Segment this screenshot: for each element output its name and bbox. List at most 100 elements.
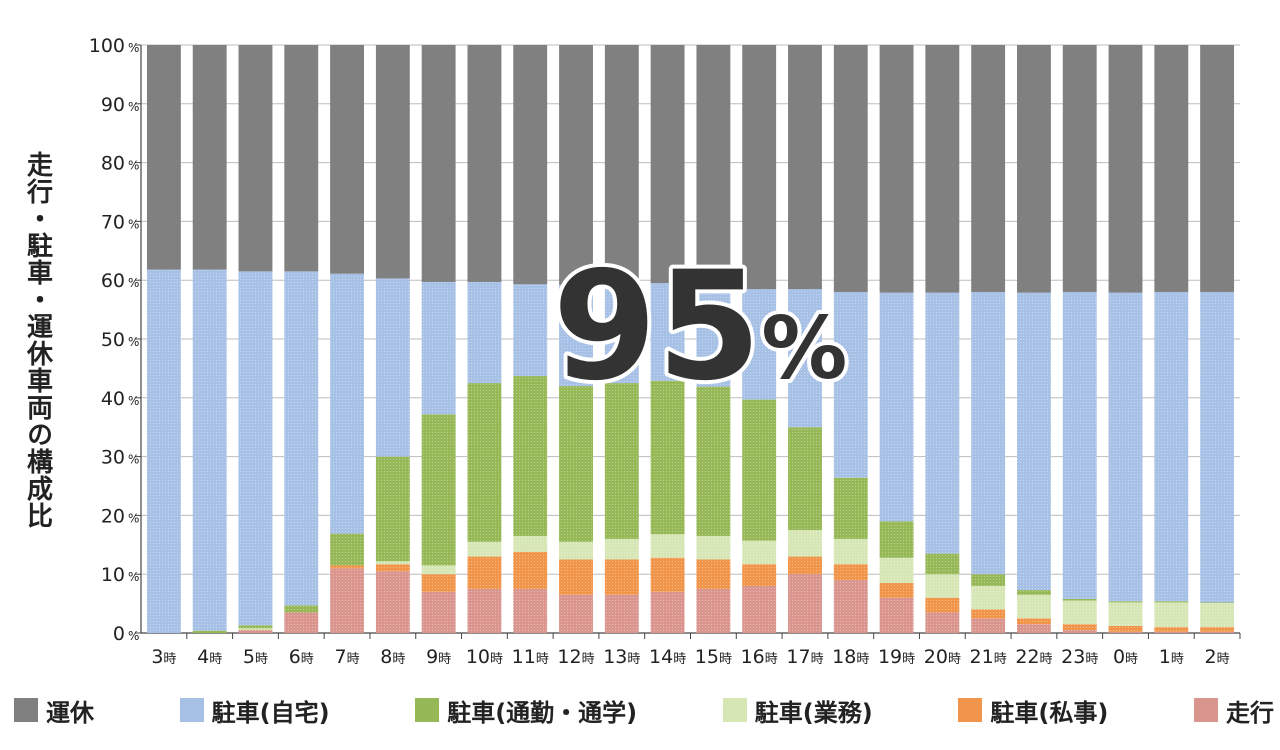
bar-segment: [742, 540, 777, 565]
bar-segment: [1062, 598, 1097, 601]
bar-segment: [513, 588, 548, 633]
bar-segment: [788, 530, 822, 557]
bar-segment: [375, 561, 410, 565]
bar-segment: [1154, 602, 1189, 628]
bar-segment: [604, 283, 639, 384]
legend-label: 駐車(業務): [754, 698, 873, 727]
y-tick-label: 50: [101, 329, 125, 351]
legend-swatch: [14, 698, 38, 722]
bar-segment: [330, 273, 365, 534]
bar-segment: [375, 278, 410, 457]
bar-segment: [1062, 291, 1097, 599]
bar-segment: [879, 557, 914, 584]
x-tick-label: 22時: [1015, 646, 1052, 668]
x-tick-label: 0時: [1113, 646, 1138, 668]
bar-segment: [742, 45, 777, 290]
bar-segment: [696, 45, 731, 287]
bar-segment: [879, 292, 914, 522]
bar-segment: [925, 292, 960, 554]
bar-segment: [742, 585, 777, 633]
bar-segment: [238, 45, 273, 272]
bar-segment: [650, 591, 685, 633]
bar-segment: [833, 477, 868, 539]
bar-segment: [1154, 601, 1189, 603]
x-tick-label: 2時: [1205, 646, 1230, 668]
legend-item: 駐車(通勤・通学): [415, 693, 637, 728]
bar-segment: [604, 538, 639, 560]
bar-segment: [1154, 627, 1189, 632]
bar-segment: [742, 564, 777, 586]
y-tick-label: 40: [101, 388, 125, 410]
bar-segment: [1154, 291, 1189, 602]
bar-segment: [1200, 603, 1235, 628]
x-tick-label: 13時: [603, 646, 640, 668]
y-tick-label: 100: [89, 35, 125, 57]
y-tick-unit: %: [128, 394, 139, 408]
x-tick-label: 6時: [289, 646, 314, 668]
bar-segment: [788, 556, 822, 575]
legend-item: 駐車(業務): [722, 693, 873, 728]
bar-segment: [467, 281, 502, 384]
x-tick-label: 16時: [741, 646, 778, 668]
bar-segment: [467, 383, 502, 542]
bar-segment: [513, 45, 548, 285]
bar-segment: [696, 559, 731, 589]
bar-segment: [375, 456, 410, 562]
bar-segment: [146, 269, 181, 633]
y-tick-unit: %: [128, 570, 139, 584]
annotation-95-percent: 95%: [553, 240, 848, 414]
bar-segment: [559, 541, 593, 560]
x-tick-label: 1時: [1159, 646, 1184, 668]
bar-segment: [971, 585, 1006, 610]
bar-segment: [559, 284, 593, 387]
bar-segment: [1154, 631, 1189, 633]
bar-segment: [604, 383, 639, 539]
y-tick-unit: %: [128, 335, 139, 349]
x-tick-label: 11時: [512, 646, 549, 668]
y-tick-unit: %: [128, 159, 139, 173]
bar-segment: [971, 618, 1006, 633]
legend-label: 駐車(自宅): [211, 698, 330, 727]
legend-label: 駐車(私事): [990, 698, 1109, 727]
bar-segment: [650, 534, 685, 558]
bar-segment: [1200, 45, 1235, 292]
bar-segment: [879, 45, 914, 293]
legend: 運休 駐車(自宅) 駐車(通勤・通学) 駐車(業務) 駐車(私事) 走行: [14, 688, 1274, 732]
y-tick-label: 60: [101, 270, 125, 292]
y-tick-unit: %: [128, 217, 139, 231]
bar-segment: [696, 286, 731, 387]
bar-segment: [421, 281, 456, 415]
bar-segment: [421, 565, 456, 575]
y-tick-label: 10: [101, 564, 125, 586]
legend-swatch: [722, 698, 747, 722]
bar-segment: [1108, 631, 1143, 633]
bar-segment: [1016, 618, 1051, 625]
y-tick-label: 70: [101, 211, 125, 233]
bar-segment: [788, 45, 822, 290]
bar-segment: [971, 45, 1006, 292]
y-axis-title: 走行・駐車・運休車両の構成比: [18, 40, 58, 640]
bar-segment: [1108, 601, 1143, 603]
bar-segment: [604, 594, 639, 633]
bar-segment: [192, 45, 227, 270]
y-tick-label: 80: [101, 153, 125, 175]
x-tick-label: 5時: [243, 646, 268, 668]
x-tick-label: 20時: [924, 646, 961, 668]
bar-segment: [833, 45, 868, 292]
bar-segment: [1200, 291, 1235, 603]
legend-swatch: [958, 698, 983, 722]
y-tick-unit: %: [128, 511, 139, 525]
y-tick-label: 0: [113, 623, 125, 645]
bar-segment: [330, 45, 365, 274]
bar-segment: [1016, 45, 1051, 293]
y-tick-label: 20: [101, 505, 125, 527]
bar-segment: [421, 45, 456, 282]
bar-segment: [284, 605, 319, 613]
x-tick-label: 3時: [151, 646, 176, 668]
bar-segment: [284, 45, 319, 272]
x-tick-label: 7時: [335, 646, 360, 668]
bar-segment: [238, 628, 273, 631]
x-tick-label: 12時: [557, 646, 594, 668]
bar-segment: [1062, 45, 1097, 292]
bar-segment: [467, 541, 502, 557]
